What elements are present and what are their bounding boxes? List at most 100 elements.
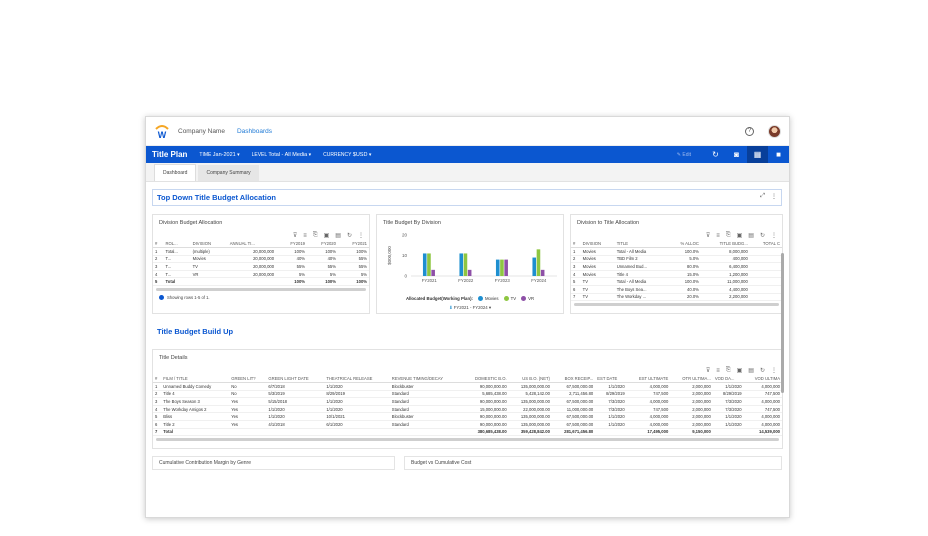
column-header[interactable]: VOD DA...	[712, 375, 744, 383]
column-header[interactable]: DOMESTIC B.O.	[462, 375, 509, 383]
bar-vr	[504, 259, 508, 276]
column-header[interactable]: BOX RECEIP...	[551, 375, 596, 383]
range-selector[interactable]: ⬇ FY2021 - FY2024 ▾	[448, 305, 492, 310]
table-cell: 100.0%	[666, 247, 701, 256]
table-row[interactable]: 7 TV The Workday ... 20.0% 2,200,000	[571, 293, 782, 302]
save-icon[interactable]: ▣	[736, 368, 743, 374]
table-row[interactable]: 5 TV Total - All Media 100.0% 11,000,000	[571, 277, 782, 286]
table-row[interactable]: 4 The Workday Amigos 2 Yes 1/1/2020 1/1/2020…	[153, 405, 782, 414]
column-header[interactable]: EST DATE	[595, 375, 627, 383]
currency-filter[interactable]: CURRENCY $USD ▾	[323, 151, 372, 158]
table-cell: 4/1/2018	[266, 420, 325, 429]
grid-view-icon[interactable]: ▦	[747, 146, 768, 163]
tab-dashboard[interactable]: Dashboard	[154, 164, 197, 181]
more-icon[interactable]: ⋮	[771, 368, 777, 374]
workday-logo-icon[interactable]: W	[154, 123, 170, 139]
level-filter[interactable]: LEVEL Total - All Media ▾	[251, 151, 312, 158]
column-header[interactable]: FILM / TITLE	[161, 375, 230, 383]
table-row[interactable]: 2 Title 4 No 5/3/2019 8/29/2019 Standard 5,685…	[153, 390, 782, 399]
table-row[interactable]: 3 The Boys Season 3 Yes 5/15/2018 1/1/2020 St…	[153, 397, 782, 406]
table-row[interactable]: 5 Total 100% 100% 100%	[153, 277, 369, 286]
table-row[interactable]: 4 Movies Title 4 15.0% 1,200,000	[571, 270, 782, 279]
vertical-scrollbar[interactable]	[781, 253, 784, 393]
section-title: Top Down Title Budget Allocation	[157, 193, 277, 202]
table-cell: 90,000,000.00	[462, 412, 509, 421]
table-cell: 6/7/2018	[266, 382, 325, 391]
table-cell	[749, 285, 782, 294]
horizontal-scrollbar[interactable]	[156, 287, 366, 291]
table-cell: 1/1/2020	[266, 405, 325, 414]
table-row[interactable]: 6 TV The Boys Sea... 40.0% 4,400,000	[571, 285, 782, 294]
table-cell: Movies	[190, 255, 228, 264]
print-icon[interactable]: ▤	[335, 233, 341, 239]
table-cell: 14,539,000	[743, 428, 782, 437]
table-cell: 100%	[307, 247, 338, 256]
table-cell: VR	[190, 270, 228, 279]
column-header[interactable]: GREEN LIGHT DATE	[266, 375, 325, 383]
avatar[interactable]	[768, 124, 781, 138]
save-icon[interactable]: ▣	[323, 233, 330, 239]
column-header[interactable]: THEATRICAL RELEASE	[324, 375, 390, 383]
column-header[interactable]: OTR ULTIMA...	[670, 375, 713, 383]
y-tick-label: 20	[402, 233, 408, 238]
column-header[interactable]: VOD ULTIMA	[743, 375, 782, 383]
table-row[interactable]: 4 T... VR 20,000,000 5% 5% 5%	[153, 270, 369, 279]
table-row[interactable]: 3 T... TV 20,000,000 55% 55% 55%	[153, 262, 369, 271]
help-icon[interactable]: ?	[745, 126, 754, 136]
edit-button[interactable]: ✎ Edit	[676, 151, 691, 158]
camera-icon[interactable]: ◙	[734, 150, 739, 159]
refresh-icon[interactable]: ↻	[346, 233, 352, 239]
table-cell: 9,150,000	[670, 428, 713, 437]
table-cell: T...	[163, 270, 191, 279]
column-header[interactable]: GREEN LIT?	[229, 375, 267, 383]
horizontal-scrollbar[interactable]	[156, 438, 779, 442]
table-cell: Title 4	[161, 390, 230, 399]
table-row[interactable]: 1 Unnamed Buddy Comedy No 6/7/2018 1/1/2020 B…	[153, 382, 782, 391]
column-header[interactable]: #	[153, 375, 162, 383]
bar-movies	[422, 253, 427, 276]
print-icon[interactable]: ▤	[748, 233, 754, 239]
export-icon[interactable]: ⎘	[725, 367, 731, 373]
breadcrumb-dashboards[interactable]: Dashboards	[236, 127, 273, 135]
table-row[interactable]: 1 Movies Total - All Media 100.0% 8,000,000	[571, 247, 782, 256]
tab-company-summary[interactable]: Company Summary	[198, 165, 259, 181]
refresh-icon[interactable]: ↻	[712, 150, 719, 159]
more-icon[interactable]: ⋮	[771, 233, 777, 239]
horizontal-scrollbar[interactable]	[574, 303, 779, 307]
column-header[interactable]: REVENUE TIMING/DECAY	[389, 375, 463, 383]
column-header[interactable]: US B.O. (NET)	[508, 375, 552, 383]
export-icon[interactable]: ⎘	[312, 232, 318, 238]
table-row[interactable]: 2 T... Movies 20,000,000 40% 40% 55%	[153, 255, 369, 264]
expand-icon[interactable]: ⤢	[760, 193, 765, 199]
table-row[interactable]: 3 Movies Unnamed Bud... 80.0% 6,400,000	[571, 262, 782, 271]
more-icon[interactable]: ⋮	[771, 194, 777, 200]
table-cell: 5/3/2019	[266, 390, 325, 399]
table-cell: Bliss	[161, 412, 230, 421]
columns-icon[interactable]: ≡	[716, 232, 720, 239]
time-filter[interactable]: TIME Jan-2021 ▾	[199, 151, 240, 158]
table-row[interactable]: 6 Title 2 Yes 4/1/2018 6/1/2020 Standard 90,00…	[153, 420, 782, 429]
refresh-icon[interactable]: ↻	[759, 368, 765, 374]
filter-icon[interactable]: ⊽	[292, 233, 298, 239]
save-icon[interactable]: ▣	[736, 233, 743, 239]
refresh-icon[interactable]: ↻	[759, 233, 765, 239]
table-row[interactable]: 1 Total... (multiple) 20,000,000 100% 100% 100…	[153, 247, 369, 256]
table-cell: Standard	[389, 390, 463, 399]
filter-icon[interactable]: ⊽	[705, 368, 711, 374]
export-icon[interactable]: ⎘	[725, 232, 731, 238]
table-row[interactable]: 2 Movies TBD Film 2 5.0% 400,000	[571, 255, 782, 264]
table-cell: The Boys Season 3	[161, 397, 230, 406]
card-title: Division Budget Allocation	[159, 220, 223, 226]
print-icon[interactable]: ▤	[748, 368, 754, 374]
columns-icon[interactable]: ≡	[303, 232, 307, 239]
folder-icon[interactable]: ■	[776, 150, 781, 159]
more-icon[interactable]: ⋮	[358, 233, 364, 239]
table-cell: 1/1/2020	[324, 382, 390, 391]
column-header[interactable]: EST ULTIMATE	[626, 375, 671, 383]
x-tick-label: FY2023	[495, 278, 511, 283]
columns-icon[interactable]: ≡	[716, 367, 720, 374]
filter-icon[interactable]: ⊽	[705, 233, 711, 239]
table-cell: 5,685,438.00	[462, 390, 509, 399]
table-row[interactable]: 5 Bliss Yes 1/1/2020 10/1/2021 Blockbuster 90,…	[153, 412, 782, 421]
table-row[interactable]: 7 Total 380,685,438.00 359,428,842.00 281,67…	[153, 428, 782, 437]
